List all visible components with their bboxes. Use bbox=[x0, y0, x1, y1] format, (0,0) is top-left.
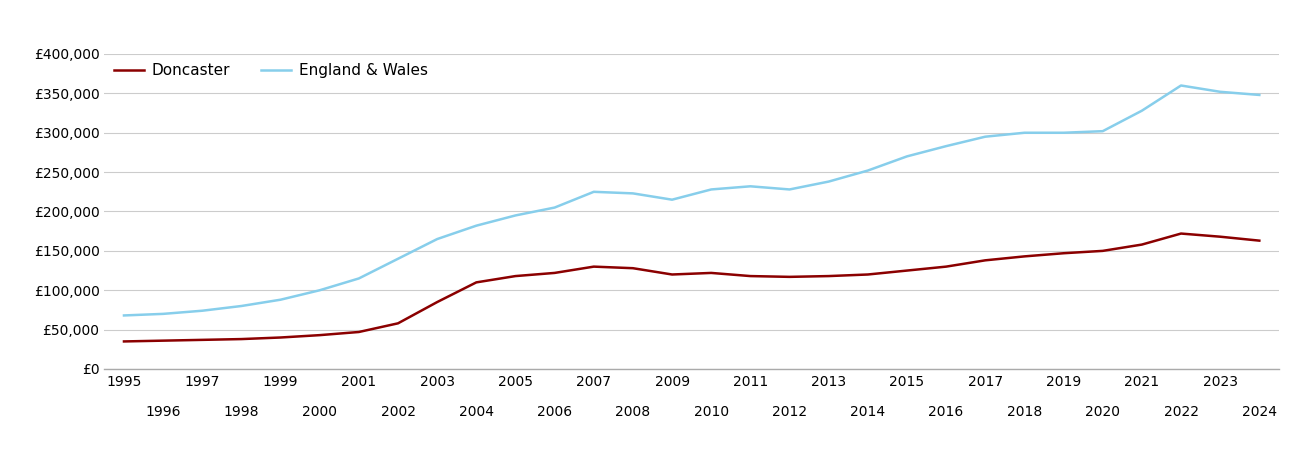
England & Wales bbox=[821, 179, 837, 184]
Doncaster bbox=[429, 299, 445, 305]
Doncaster bbox=[468, 279, 484, 285]
England & Wales bbox=[938, 144, 954, 149]
England & Wales bbox=[234, 303, 249, 309]
Doncaster bbox=[312, 333, 328, 338]
England & Wales bbox=[547, 205, 562, 210]
Doncaster bbox=[899, 268, 915, 273]
Line: England & Wales: England & Wales bbox=[124, 86, 1259, 315]
England & Wales bbox=[860, 168, 876, 173]
Doncaster bbox=[860, 272, 876, 277]
England & Wales bbox=[429, 236, 445, 242]
Doncaster bbox=[234, 336, 249, 342]
Doncaster bbox=[1056, 251, 1071, 256]
England & Wales bbox=[1251, 92, 1267, 98]
Doncaster bbox=[1212, 234, 1228, 239]
Doncaster bbox=[586, 264, 602, 269]
England & Wales bbox=[273, 297, 288, 302]
Doncaster bbox=[664, 272, 680, 277]
England & Wales bbox=[664, 197, 680, 202]
Doncaster bbox=[938, 264, 954, 269]
Doncaster bbox=[1173, 231, 1189, 236]
Doncaster bbox=[1134, 242, 1150, 247]
England & Wales bbox=[1173, 83, 1189, 88]
Doncaster bbox=[1251, 238, 1267, 243]
Doncaster bbox=[547, 270, 562, 275]
England & Wales bbox=[1095, 128, 1111, 134]
England & Wales bbox=[625, 191, 641, 196]
Legend: Doncaster, England & Wales: Doncaster, England & Wales bbox=[107, 57, 435, 84]
England & Wales bbox=[586, 189, 602, 194]
England & Wales bbox=[508, 213, 523, 218]
England & Wales bbox=[899, 153, 915, 159]
England & Wales bbox=[743, 184, 758, 189]
England & Wales bbox=[1017, 130, 1032, 135]
England & Wales bbox=[703, 187, 719, 192]
Line: Doncaster: Doncaster bbox=[124, 234, 1259, 342]
England & Wales bbox=[155, 311, 171, 317]
England & Wales bbox=[468, 223, 484, 228]
England & Wales bbox=[782, 187, 797, 192]
Doncaster bbox=[390, 320, 406, 326]
Doncaster bbox=[194, 337, 210, 342]
England & Wales bbox=[351, 276, 367, 281]
England & Wales bbox=[1134, 108, 1150, 113]
Doncaster bbox=[1095, 248, 1111, 253]
Doncaster bbox=[782, 274, 797, 279]
Doncaster bbox=[273, 335, 288, 340]
Doncaster bbox=[977, 257, 993, 263]
England & Wales bbox=[390, 256, 406, 261]
England & Wales bbox=[116, 313, 132, 318]
Doncaster bbox=[1017, 254, 1032, 259]
Doncaster bbox=[155, 338, 171, 343]
Doncaster bbox=[703, 270, 719, 275]
England & Wales bbox=[977, 134, 993, 140]
England & Wales bbox=[1212, 89, 1228, 94]
Doncaster bbox=[116, 339, 132, 344]
Doncaster bbox=[821, 273, 837, 279]
England & Wales bbox=[1056, 130, 1071, 135]
England & Wales bbox=[194, 308, 210, 313]
Doncaster bbox=[743, 273, 758, 279]
England & Wales bbox=[312, 288, 328, 293]
Doncaster bbox=[508, 273, 523, 279]
Doncaster bbox=[625, 266, 641, 271]
Doncaster bbox=[351, 329, 367, 335]
